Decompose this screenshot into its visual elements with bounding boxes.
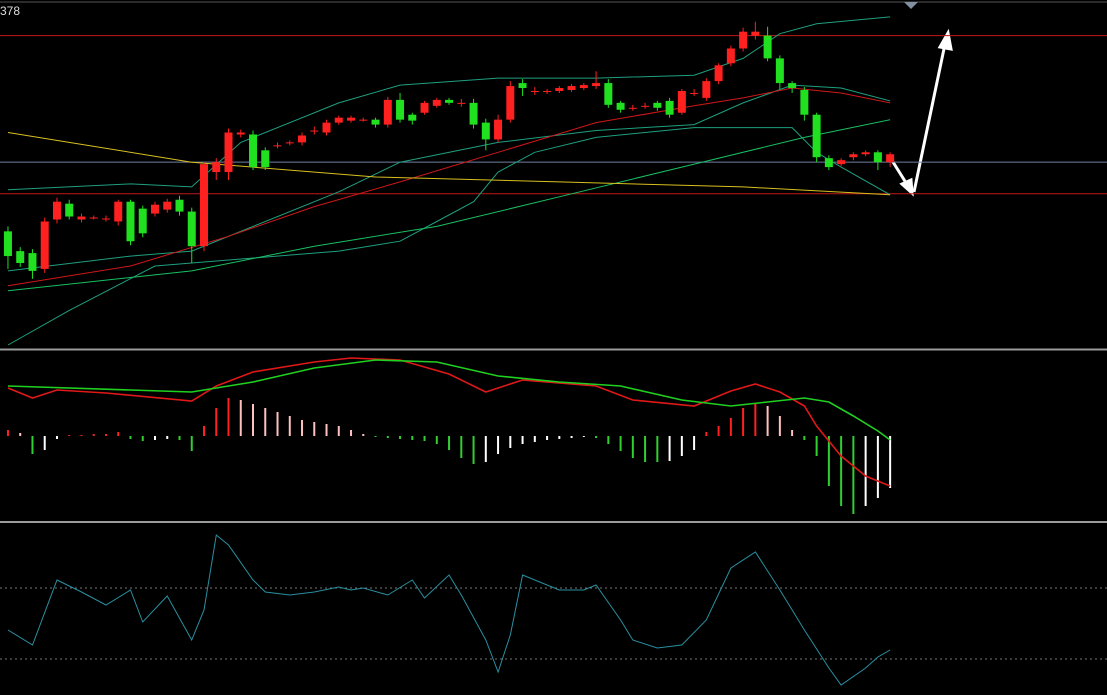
indicator-line bbox=[7, 359, 891, 441]
candle-body bbox=[714, 65, 723, 82]
candle-body bbox=[628, 107, 637, 109]
candle-body bbox=[445, 99, 454, 103]
candle-body bbox=[420, 102, 429, 113]
candle-body bbox=[579, 85, 588, 89]
candle-body bbox=[763, 35, 772, 59]
candle-body bbox=[77, 216, 86, 220]
indicator-line bbox=[7, 87, 891, 287]
indicator-line bbox=[7, 84, 891, 272]
candle-body bbox=[518, 83, 527, 89]
candle-body bbox=[567, 86, 576, 90]
candle-body bbox=[481, 122, 490, 140]
candle-body bbox=[396, 99, 405, 120]
candle-body bbox=[200, 164, 209, 247]
price-label: 378 bbox=[0, 4, 20, 18]
candle-body bbox=[371, 119, 380, 125]
arrow-head bbox=[937, 28, 953, 51]
indicator-line bbox=[7, 357, 891, 487]
candle-body bbox=[40, 221, 49, 269]
candle-body bbox=[665, 100, 674, 115]
candle-body bbox=[432, 99, 441, 106]
arrows bbox=[891, 28, 953, 197]
candle-body bbox=[126, 201, 135, 242]
indicator-line bbox=[7, 127, 891, 346]
candle-body bbox=[236, 132, 245, 135]
candle-body bbox=[224, 132, 233, 173]
candle-body bbox=[359, 119, 368, 121]
candle-body bbox=[555, 88, 564, 91]
candle-body bbox=[52, 201, 61, 220]
candle-body bbox=[298, 135, 307, 143]
indicator-line bbox=[7, 534, 891, 686]
candle-body bbox=[702, 81, 711, 98]
candle-body bbox=[101, 218, 110, 220]
candle-body bbox=[383, 99, 392, 125]
arrow-head bbox=[899, 177, 914, 197]
candle-body bbox=[800, 90, 809, 115]
candle-body bbox=[837, 160, 846, 165]
candle-body bbox=[3, 231, 12, 257]
candle-body bbox=[677, 90, 686, 113]
indicator-line bbox=[7, 119, 891, 292]
candle-body bbox=[616, 102, 625, 110]
candle-body bbox=[334, 117, 343, 123]
candle-body bbox=[751, 31, 760, 36]
candle-body bbox=[89, 217, 98, 219]
candle-body bbox=[873, 152, 882, 163]
candle-body bbox=[775, 58, 784, 84]
indicator-line bbox=[7, 16, 891, 191]
candle-body bbox=[739, 31, 748, 49]
indicator-line bbox=[7, 132, 891, 196]
candle-body bbox=[469, 102, 478, 125]
candle-body bbox=[604, 83, 613, 105]
candle-body bbox=[163, 201, 172, 210]
candle-body bbox=[849, 154, 858, 158]
marker bbox=[904, 2, 918, 9]
candle-body bbox=[114, 201, 123, 222]
candle-body bbox=[285, 142, 294, 144]
candle-body bbox=[457, 102, 466, 104]
candle-body bbox=[788, 83, 797, 89]
candle-body bbox=[28, 253, 37, 271]
candle-body bbox=[249, 134, 258, 168]
candle-body bbox=[886, 154, 895, 163]
candle-body bbox=[261, 150, 270, 168]
candle-body bbox=[812, 114, 821, 158]
candle-body bbox=[861, 152, 870, 155]
candle-body bbox=[543, 90, 552, 92]
candle-body bbox=[530, 90, 539, 92]
candle-body bbox=[641, 105, 650, 107]
candle-body bbox=[347, 117, 356, 121]
candle-body bbox=[212, 162, 221, 173]
candle-body bbox=[138, 208, 147, 234]
candle-body bbox=[187, 211, 196, 247]
candle-body bbox=[592, 83, 601, 87]
candle-body bbox=[408, 114, 417, 121]
candle-body bbox=[65, 203, 74, 217]
candle-body bbox=[494, 119, 503, 140]
candle-body bbox=[273, 145, 282, 147]
arrow-up bbox=[912, 43, 947, 193]
candle-body bbox=[824, 158, 833, 168]
candle-body bbox=[175, 199, 184, 212]
candle-body bbox=[653, 102, 662, 108]
candle-body bbox=[690, 92, 699, 94]
candle-body bbox=[310, 130, 319, 132]
candle-body bbox=[322, 122, 331, 133]
candle-body bbox=[16, 251, 25, 263]
candle-body bbox=[726, 48, 735, 64]
candle-body bbox=[506, 86, 515, 120]
candle-body bbox=[150, 204, 159, 214]
